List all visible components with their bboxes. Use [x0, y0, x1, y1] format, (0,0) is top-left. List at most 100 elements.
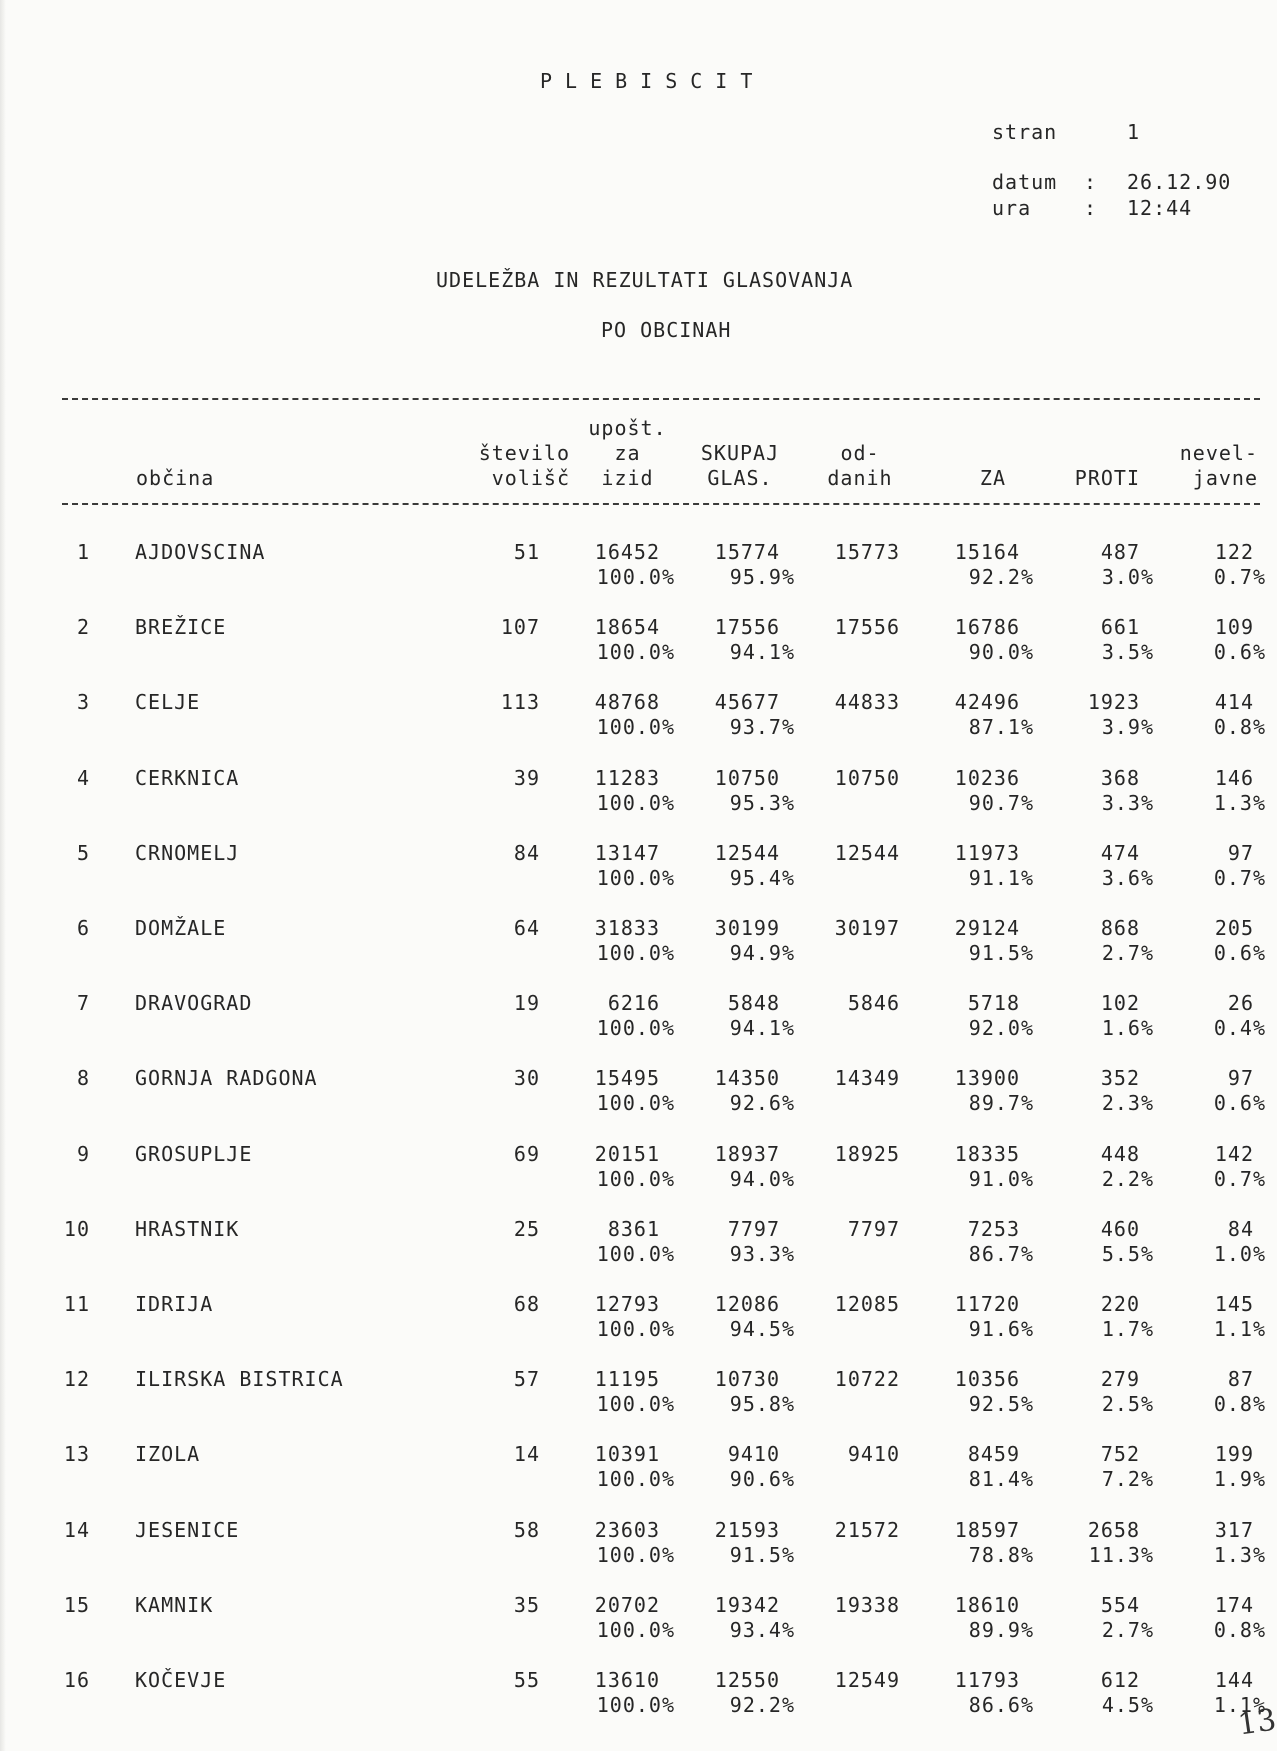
total-votes: 45677 — [714, 690, 780, 715]
total-votes-pct: 92.2% — [729, 1693, 795, 1717]
votes-against-pct: 4.5% — [1101, 1693, 1154, 1717]
eligible-voters: 20151 — [594, 1141, 660, 1166]
time-label: ura — [992, 196, 1032, 220]
polling-stations: 113 — [500, 690, 540, 715]
col-header-proti: PROTI — [1074, 466, 1140, 490]
invalid-votes-pct: 0.8% — [1213, 1392, 1266, 1417]
invalid-votes: 142 — [1214, 1141, 1254, 1166]
total-votes-pct: 94.9% — [729, 941, 795, 965]
votes-for: 18335 — [954, 1141, 1020, 1166]
invalid-votes: 26 — [1227, 991, 1254, 1016]
invalid-votes-pct: 0.7% — [1213, 1166, 1266, 1191]
votes-against-pct: 3.3% — [1101, 790, 1154, 815]
votes-for-pct: 87.1% — [968, 715, 1034, 740]
votes-against: 612 — [1100, 1668, 1140, 1692]
votes-against-pct: 3.0% — [1101, 565, 1154, 589]
votes-against: 2658 — [1087, 1517, 1140, 1542]
total-votes: 21593 — [714, 1517, 780, 1542]
votes-for-pct: 86.6% — [968, 1693, 1034, 1717]
cast-votes: 18925 — [834, 1141, 900, 1166]
report-heading: UDELEŽBA IN REZULTATI GLASOVANJA — [436, 268, 854, 292]
cast-votes: 44833 — [834, 690, 900, 715]
col-header-upost-2: za — [614, 441, 641, 465]
eligible-voters-pct: 100.0% — [596, 1091, 675, 1116]
col-header-neveljavne-1: nevel- — [1179, 441, 1258, 465]
eligible-voters-pct: 100.0% — [596, 1467, 675, 1492]
eligible-voters-pct: 100.0% — [596, 715, 675, 740]
col-header-volisc-2: volišč — [491, 466, 570, 490]
polling-stations: 30 — [513, 1066, 540, 1091]
cast-votes: 21572 — [834, 1517, 900, 1542]
eligible-voters: 15495 — [594, 1066, 660, 1091]
page-number: 1 — [1127, 120, 1141, 144]
cast-votes: 12544 — [834, 840, 900, 865]
total-votes: 12550 — [714, 1668, 780, 1692]
votes-for: 15164 — [954, 540, 1020, 564]
votes-for-pct: 92.2% — [968, 565, 1034, 589]
polling-stations: 58 — [513, 1517, 540, 1542]
report-subheading: PO OBCINAH — [601, 318, 732, 342]
total-votes: 30199 — [714, 916, 780, 940]
votes-for-pct: 91.6% — [968, 1317, 1034, 1341]
row-number: 8 — [76, 1066, 90, 1091]
invalid-votes-pct: 1.9% — [1213, 1467, 1266, 1492]
scan-edge-shadow — [0, 0, 6, 1751]
votes-against-pct: 2.7% — [1101, 1617, 1154, 1642]
votes-against: 1923 — [1087, 690, 1140, 715]
invalid-votes-pct: 0.6% — [1213, 941, 1266, 965]
votes-against: 474 — [1100, 840, 1140, 865]
polling-stations: 51 — [513, 540, 540, 564]
votes-for: 18597 — [954, 1517, 1020, 1542]
invalid-votes: 414 — [1214, 690, 1254, 715]
invalid-votes-pct: 0.8% — [1213, 715, 1266, 740]
eligible-voters: 13610 — [594, 1668, 660, 1692]
cast-votes: 5846 — [847, 991, 900, 1016]
time-value: 12:44 — [1127, 196, 1193, 220]
total-votes: 18937 — [714, 1141, 780, 1166]
row-number: 3 — [76, 690, 90, 715]
eligible-voters: 8361 — [607, 1216, 660, 1241]
total-votes: 19342 — [714, 1592, 780, 1617]
total-votes-pct: 93.7% — [729, 715, 795, 740]
votes-for: 42496 — [954, 690, 1020, 715]
eligible-voters: 23603 — [594, 1517, 660, 1542]
invalid-votes: 205 — [1214, 916, 1254, 940]
municipality-name: JESENICE — [135, 1517, 240, 1542]
votes-against: 102 — [1100, 991, 1140, 1016]
page-label: stran — [992, 120, 1058, 144]
municipality-name: BREŽICE — [135, 615, 227, 640]
municipality-name: DOMŽALE — [135, 916, 227, 940]
col-header-neveljavne-2: javne — [1192, 466, 1258, 490]
total-votes: 10730 — [714, 1367, 780, 1392]
total-votes-pct: 93.3% — [729, 1241, 795, 1266]
row-number: 12 — [63, 1367, 90, 1392]
eligible-voters-pct: 100.0% — [596, 1392, 675, 1417]
votes-for: 16786 — [954, 615, 1020, 640]
votes-against-pct: 7.2% — [1101, 1467, 1154, 1492]
votes-against: 460 — [1100, 1216, 1140, 1241]
votes-for: 11720 — [954, 1292, 1020, 1316]
invalid-votes: 87 — [1227, 1367, 1254, 1392]
municipality-name: IZOLA — [135, 1442, 201, 1467]
invalid-votes: 144 — [1214, 1668, 1254, 1692]
document-title: PLEBISCIT — [540, 69, 766, 93]
polling-stations: 39 — [513, 765, 540, 790]
votes-against-pct: 2.7% — [1101, 941, 1154, 965]
eligible-voters-pct: 100.0% — [596, 1617, 675, 1642]
col-header-za: ZA — [979, 466, 1006, 490]
polling-stations: 69 — [513, 1141, 540, 1166]
polling-stations: 68 — [513, 1292, 540, 1316]
eligible-voters-pct: 100.0% — [596, 1166, 675, 1191]
votes-against: 868 — [1100, 916, 1140, 940]
total-votes-pct: 90.6% — [729, 1467, 795, 1492]
total-votes-pct: 94.0% — [729, 1166, 795, 1191]
cast-votes: 10750 — [834, 765, 900, 790]
invalid-votes: 84 — [1227, 1216, 1254, 1241]
invalid-votes-pct: 1.1% — [1213, 1317, 1266, 1341]
total-votes: 12544 — [714, 840, 780, 865]
invalid-votes-pct: 0.4% — [1213, 1016, 1266, 1041]
invalid-votes-pct: 0.7% — [1213, 865, 1266, 890]
votes-against-pct: 11.3% — [1088, 1542, 1154, 1567]
votes-for-pct: 90.7% — [968, 790, 1034, 815]
invalid-votes-pct: 0.6% — [1213, 1091, 1266, 1116]
